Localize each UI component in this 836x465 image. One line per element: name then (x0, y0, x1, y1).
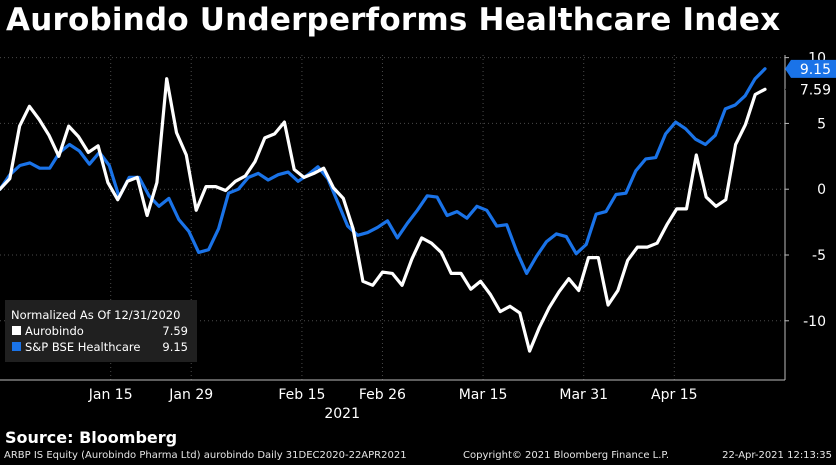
legend: Normalized As Of 12/31/2020 Aurobindo 7.… (5, 300, 197, 362)
last-value-box (785, 59, 836, 78)
last-value-labels: 7.59 9.15 (785, 59, 836, 99)
last-value-tag-healthcare: 9.15 (785, 59, 836, 78)
legend-background (5, 300, 197, 362)
legend-label-healthcare: S&P BSE Healthcare (25, 340, 140, 354)
last-value-box (785, 80, 836, 99)
last-value-text: 7.59 (800, 82, 831, 98)
x-year-label: 2021 (324, 406, 360, 422)
source-note: Source: Bloomberg (5, 428, 178, 447)
x-tick-label: Jan 29 (168, 387, 213, 403)
footer-timestamp: 22-Apr-2021 12:13:35 (722, 450, 832, 461)
legend-value-aurobindo: 7.59 (162, 324, 188, 338)
series-line-aurobindo (0, 77, 767, 353)
chart-title: Aurobindo Underperforms Healthcare Index (6, 2, 781, 38)
y-tick-label: 5 (817, 116, 826, 132)
legend-label-aurobindo: Aurobindo (25, 324, 84, 338)
x-tick-label: Feb 26 (359, 387, 406, 403)
y-tick-label: -5 (812, 248, 826, 264)
footer-copyright: Copyright© 2021 Bloomberg Finance L.P. (463, 450, 670, 461)
last-value-tag-aurobindo: 7.59 (785, 80, 836, 99)
legend-title: Normalized As Of 12/31/2020 (11, 308, 180, 322)
y-tick-label: -10 (803, 314, 826, 330)
footer-security: ARBP IS Equity (Aurobindo Pharma Ltd) au… (4, 450, 407, 461)
legend-swatch-aurobindo (12, 326, 21, 335)
x-tick-label: Apr 15 (651, 387, 697, 403)
legend-swatch-healthcare (12, 342, 21, 351)
x-tick-label: Jan 15 (88, 387, 133, 403)
x-tick-label: Feb 15 (278, 387, 325, 403)
legend-value-healthcare: 9.15 (162, 340, 188, 354)
x-tick-label: Mar 15 (459, 387, 508, 403)
series-lines (0, 67, 767, 353)
last-value-text: 9.15 (800, 62, 831, 78)
x-tick-label: Mar 31 (559, 387, 608, 403)
grid-lines (0, 55, 785, 380)
y-tick-label: 0 (817, 182, 826, 198)
